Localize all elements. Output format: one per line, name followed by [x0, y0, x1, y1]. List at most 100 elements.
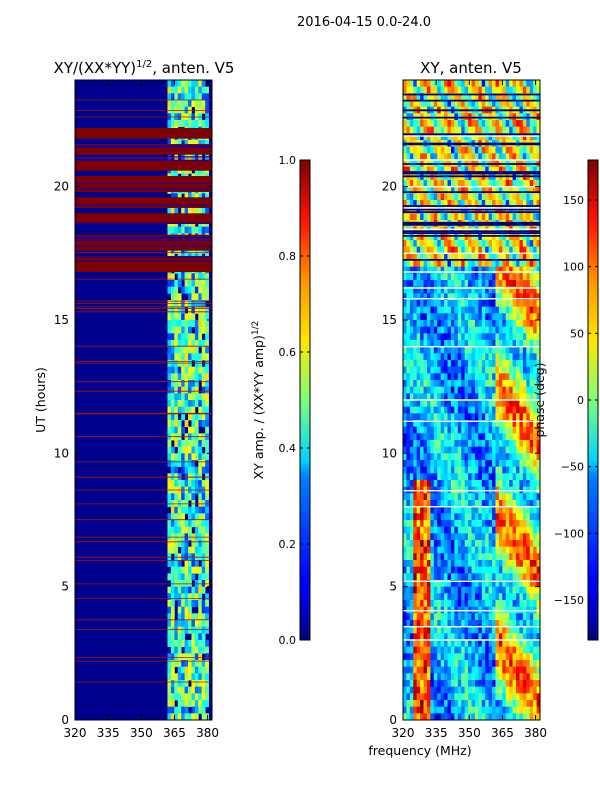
- amplitude-cell: [184, 640, 189, 648]
- phase-cell: [426, 526, 431, 534]
- phase-cell: [450, 126, 455, 134]
- phase-cell: [512, 373, 517, 381]
- phase-cell: [498, 680, 503, 688]
- phase-cell: [433, 600, 438, 608]
- phase-cell: [471, 193, 476, 201]
- phase-cell: [529, 493, 534, 501]
- phase-cell: [447, 540, 452, 548]
- phase-cell: [464, 453, 469, 461]
- phase-cell: [492, 680, 496, 688]
- phase-cell: [413, 633, 418, 641]
- phase-cell: [519, 546, 524, 554]
- phase-cell: [416, 346, 421, 354]
- phase-cell: [464, 360, 469, 368]
- amplitude-cell: [177, 606, 182, 614]
- amplitude-cell: [181, 380, 185, 388]
- phase-cell: [481, 653, 486, 661]
- amplitude-cell: [198, 440, 203, 448]
- phase-cell: [447, 600, 452, 608]
- phase-cell: [481, 93, 486, 101]
- phase-cell: [416, 646, 421, 654]
- phase-cell: [492, 126, 496, 134]
- phase-cell: [406, 706, 411, 714]
- phase-cell: [413, 480, 418, 488]
- phase-cell: [533, 193, 537, 201]
- phase-cell: [536, 426, 540, 434]
- phase-cell: [526, 700, 531, 708]
- phase-cell: [481, 133, 486, 141]
- phase-cell: [526, 380, 531, 388]
- phase-cell: [420, 640, 424, 648]
- amplitude-cell: [174, 460, 179, 468]
- phase-cell: [495, 506, 500, 514]
- phase-cell: [409, 453, 414, 461]
- phase-cell: [519, 500, 524, 508]
- phase-cell: [536, 706, 540, 714]
- phase-cell: [519, 166, 524, 174]
- phase-cell: [519, 693, 524, 701]
- phase-cell: [457, 240, 462, 248]
- phase-cell: [430, 440, 435, 448]
- amplitude-cell: [198, 306, 203, 314]
- phase-cell: [454, 600, 459, 608]
- amplitude-cell: [174, 320, 179, 328]
- amplitude-cell: [170, 340, 175, 348]
- phase-cell: [519, 440, 524, 448]
- phase-cell: [509, 620, 513, 628]
- phase-cell: [426, 653, 431, 661]
- phase-cell: [498, 693, 503, 701]
- phase-cell: [426, 493, 431, 501]
- phase-cell: [485, 586, 490, 594]
- phase-cell: [485, 200, 490, 208]
- phase-cell: [457, 493, 462, 501]
- phase-cell: [516, 240, 520, 248]
- phase-cell: [519, 526, 524, 534]
- phase-cell: [529, 666, 534, 674]
- phase-cell: [461, 300, 466, 308]
- phase-cell: [505, 553, 510, 561]
- phase-cell: [519, 93, 524, 101]
- amplitude-cell: [181, 340, 185, 348]
- phase-cell: [519, 346, 524, 354]
- phase-cell: [406, 613, 411, 621]
- phase-cell: [488, 286, 493, 294]
- phase-cell: [529, 306, 534, 314]
- phase-cell: [498, 326, 503, 334]
- phase-cell: [468, 613, 472, 621]
- amplitude-cell: [170, 573, 175, 581]
- phase-cell: [536, 246, 540, 254]
- phase-cell: [492, 266, 496, 274]
- phase-cell: [471, 233, 476, 241]
- phase-cell: [440, 286, 445, 294]
- amplitude-cell: [174, 466, 179, 474]
- phase-cell: [447, 433, 452, 441]
- phase-cell: [522, 146, 527, 154]
- phase-cell: [433, 580, 438, 588]
- phase-cell: [430, 426, 435, 434]
- phase-cell: [403, 506, 407, 514]
- amplitude-cell: [177, 320, 182, 328]
- phase-cell: [450, 660, 455, 668]
- amplitude-cell: [177, 80, 182, 88]
- phase-cell: [454, 406, 459, 414]
- phase-cell: [423, 506, 428, 514]
- phase-cell: [461, 466, 466, 474]
- phase-cell: [536, 180, 540, 188]
- phase-cell: [498, 353, 503, 361]
- phase-cell: [526, 673, 531, 681]
- phase-cell: [464, 320, 469, 328]
- amplitude-cell: [167, 400, 172, 408]
- phase-cell: [529, 126, 534, 134]
- phase-cell: [492, 593, 496, 601]
- phase-cell: [516, 180, 520, 188]
- phase-cell: [522, 300, 527, 308]
- phase-cell: [461, 346, 466, 354]
- phase-cell: [454, 453, 459, 461]
- phase-cell: [526, 346, 531, 354]
- phase-cell: [478, 120, 483, 128]
- phase-cell: [440, 420, 445, 428]
- phase-cell: [478, 646, 483, 654]
- phase-cell: [471, 420, 476, 428]
- amplitude-cell: [181, 520, 185, 528]
- phase-cell: [420, 560, 424, 568]
